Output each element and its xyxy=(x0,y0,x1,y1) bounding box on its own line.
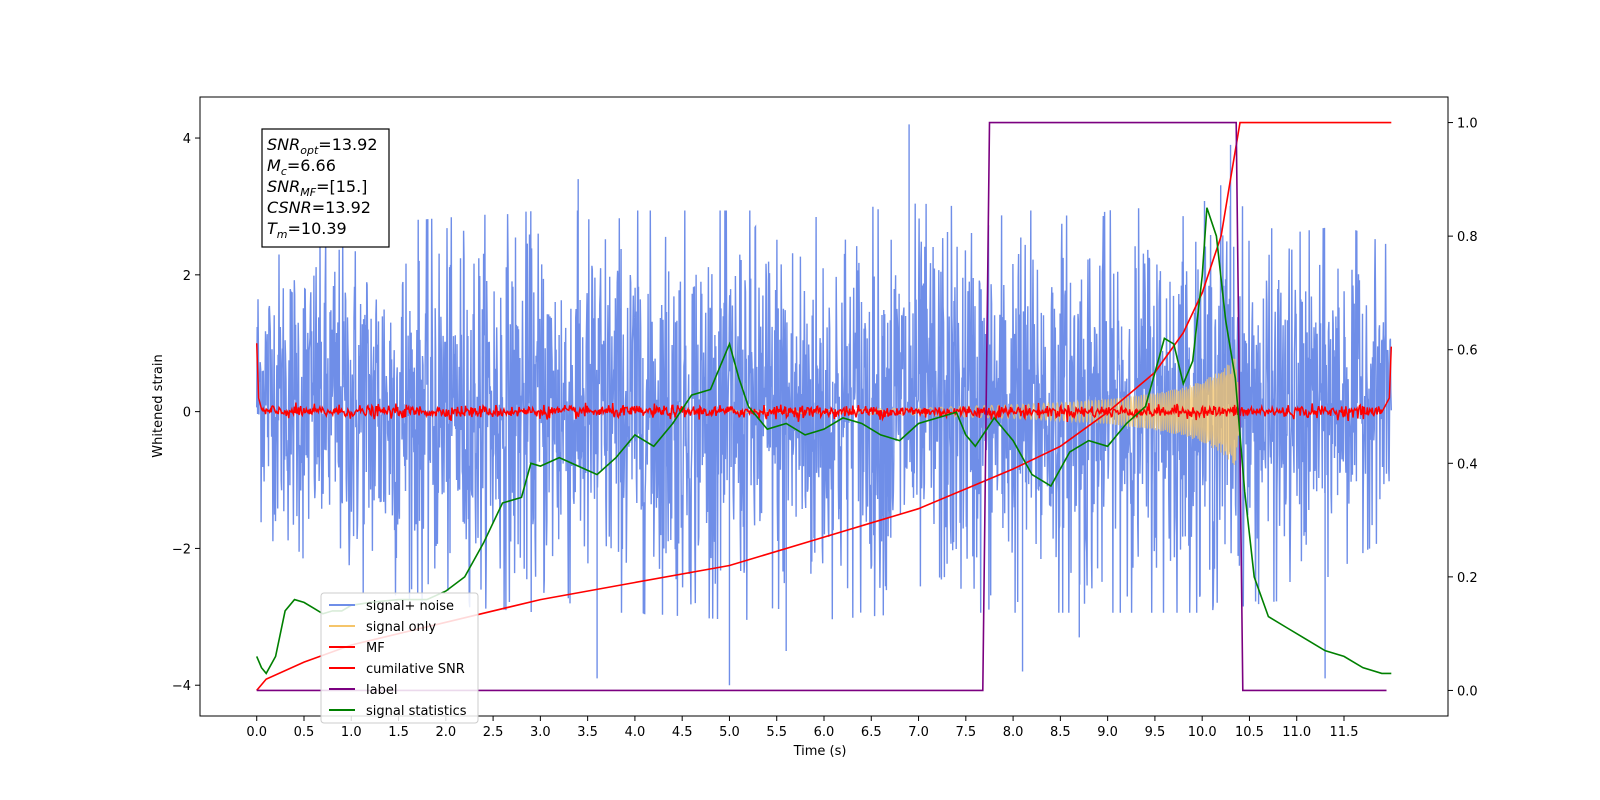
legend-item-signal-statistics-label: signal statistics xyxy=(366,704,467,719)
x-tick-label: 3.0 xyxy=(530,725,551,740)
left-y-tick-label: 4 xyxy=(183,132,191,147)
x-tick-label: 9.5 xyxy=(1145,725,1166,740)
x-tick-label: 1.5 xyxy=(388,725,409,740)
x-tick-label: 10.5 xyxy=(1235,725,1264,740)
info-snr-mf-subscript: MF xyxy=(300,186,316,199)
x-tick-label: 0.5 xyxy=(294,725,315,740)
info-snr-opt-symbol: SNR xyxy=(267,135,300,154)
x-tick-label: 7.0 xyxy=(908,725,929,740)
x-tick-label: 6.0 xyxy=(814,725,835,740)
right-y-tick-label: 1.0 xyxy=(1457,117,1478,132)
left-y-tick-label: 2 xyxy=(183,269,191,284)
info-snr-mf-symbol: SNR xyxy=(267,177,300,196)
left-y-tick-label: −2 xyxy=(172,542,191,557)
x-tick-label: 1.0 xyxy=(341,725,362,740)
y-axis-label: Whitened strain xyxy=(151,354,166,457)
x-tick-label: 10.0 xyxy=(1188,725,1217,740)
info-csnr-symbol: CSNR xyxy=(267,198,312,217)
info-box: SNRopt=13.92 Mc=6.66 SNRMF=[15.] CSNR=13… xyxy=(261,128,390,248)
left-y-axis-ticks: −4 −2 0 2 4 xyxy=(172,132,200,694)
legend-item-mf-label: MF xyxy=(366,641,385,656)
x-tick-label: 11.5 xyxy=(1330,725,1359,740)
x-axis-label: Time (s) xyxy=(793,744,847,759)
legend-items: signal+ noise signal only MF cumilative SNR… xyxy=(329,599,467,719)
x-tick-label: 9.0 xyxy=(1097,725,1118,740)
info-mc-subscript: c xyxy=(281,165,287,178)
x-tick-label: 2.0 xyxy=(435,725,456,740)
svg-text:SNRMF=[15.]: SNRMF=[15.] xyxy=(267,177,367,199)
legend-frame xyxy=(320,592,479,724)
svg-text:CSNR=13.92: CSNR=13.92 xyxy=(267,198,371,217)
x-tick-label: 2.5 xyxy=(483,725,504,740)
x-tick-label: 0.0 xyxy=(246,725,267,740)
right-y-tick-label: 0.4 xyxy=(1457,457,1478,472)
info-mc-value: =6.66 xyxy=(287,156,336,175)
info-snr-opt-subscript: opt xyxy=(300,144,319,157)
svg-text:Mc=6.66: Mc=6.66 xyxy=(267,156,336,178)
label-line xyxy=(256,121,1387,692)
x-tick-label: 5.5 xyxy=(766,725,787,740)
svg-text:Tm=10.39: Tm=10.39 xyxy=(267,219,347,241)
x-tick-label: 7.5 xyxy=(955,725,976,740)
right-y-tick-label: 0.2 xyxy=(1457,571,1478,586)
info-tm-value: =10.39 xyxy=(288,219,347,238)
right-y-tick-label: 0.8 xyxy=(1457,230,1478,245)
x-tick-label: 8.0 xyxy=(1003,725,1024,740)
left-y-tick-label: 0 xyxy=(183,406,191,421)
x-tick-label: 4.5 xyxy=(672,725,693,740)
x-axis-ticks: 0.0 0.5 1.0 1.5 2.0 2.5 3.0 3.5 4.0 4.5 5.0 5.5 6.0 6… xyxy=(246,716,1358,740)
info-tm-symbol: T xyxy=(267,219,278,238)
legend-item-signal-noise-label: signal+ noise xyxy=(366,599,454,614)
info-mc-symbol: M xyxy=(267,156,281,175)
x-tick-label: 8.5 xyxy=(1050,725,1071,740)
info-box-frame xyxy=(261,128,390,248)
left-y-tick-label: −4 xyxy=(172,679,191,694)
info-tm-subscript: m xyxy=(277,228,288,241)
legend-item-cumulative-snr-label: cumilative SNR xyxy=(366,662,465,677)
info-snr-mf-value: =[15.] xyxy=(316,177,367,196)
info-snr-opt-value: =13.92 xyxy=(318,135,377,154)
x-tick-label: 5.0 xyxy=(719,725,740,740)
info-csnr-value: =13.92 xyxy=(312,198,371,217)
x-tick-label: 6.5 xyxy=(861,725,882,740)
mf-line xyxy=(255,343,1393,423)
legend-item-signal-only-label: signal only xyxy=(366,620,436,635)
x-tick-label: 11.0 xyxy=(1282,725,1311,740)
right-y-tick-label: 0.6 xyxy=(1457,344,1478,359)
svg-text:SNRopt=13.92: SNRopt=13.92 xyxy=(267,135,378,157)
legend-item-label-label: label xyxy=(366,683,397,698)
right-y-axis-ticks: 0.0 0.2 0.4 0.6 0.8 1.0 xyxy=(1448,117,1478,699)
x-tick-label: 4.0 xyxy=(625,725,646,740)
x-tick-label: 3.5 xyxy=(577,725,598,740)
plot-area xyxy=(255,121,1393,692)
legend: signal+ noise signal only MF cumilative SNR… xyxy=(320,592,479,724)
right-y-tick-label: 0.0 xyxy=(1457,684,1478,699)
